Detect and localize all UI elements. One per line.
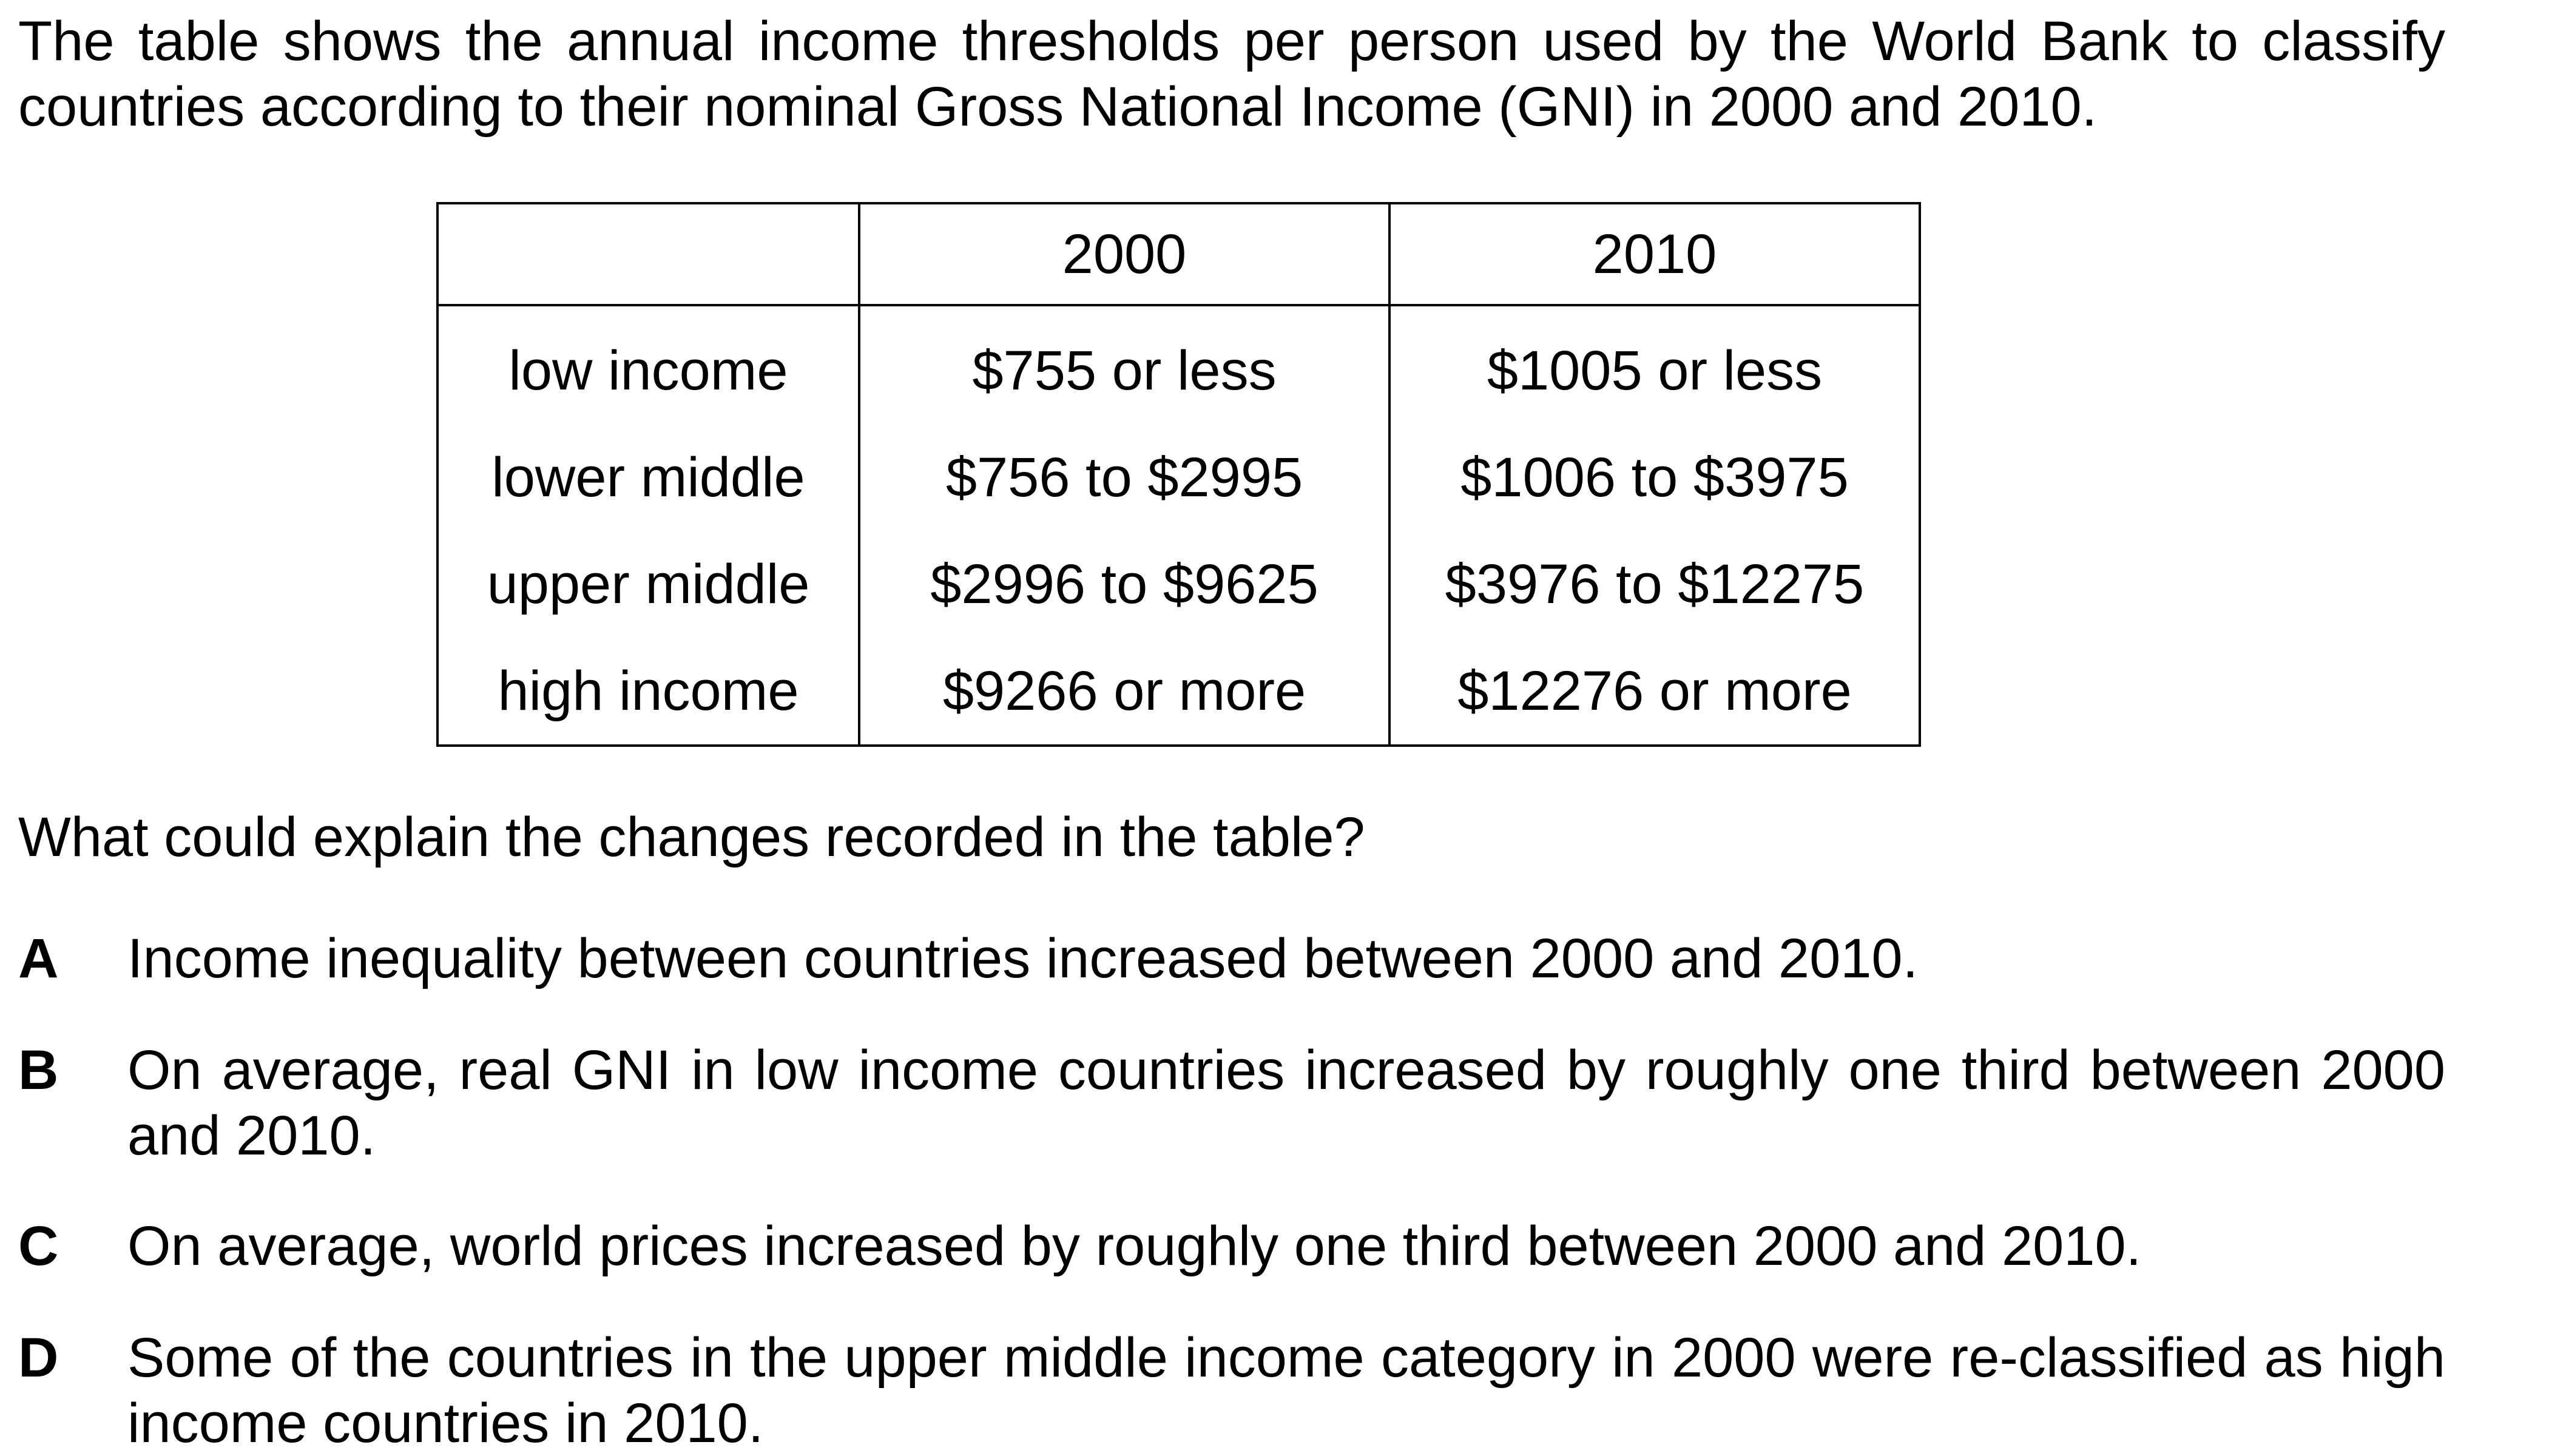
- option-text: Some of the countries in the upper middl…: [127, 1327, 2445, 1454]
- value-cell-2000: $755 or less: [858, 305, 1391, 424]
- option-letter: C: [18, 1215, 59, 1277]
- value-cell-2010: $12276 or more: [1388, 638, 1921, 747]
- value-cell-2010: $1006 to $3975: [1388, 424, 1921, 531]
- option-letter: A: [18, 928, 59, 989]
- option-text: Income inequality between countries incr…: [127, 928, 1919, 989]
- table-row: high income $9266 or more $12276 or more: [436, 638, 1921, 747]
- header-cell-category: [436, 202, 860, 306]
- table-row: lower middle $756 to $2995 $1006 to $397…: [436, 424, 1921, 531]
- option-a[interactable]: A Income inequality between countries in…: [18, 926, 2445, 991]
- category-cell: lower middle: [436, 424, 860, 531]
- header-cell-2000: 2000: [858, 202, 1391, 306]
- header-cell-2010: 2010: [1388, 202, 1921, 306]
- answer-options: A Income inequality between countries in…: [18, 926, 2445, 1456]
- option-letter: B: [18, 1039, 59, 1101]
- category-cell: upper middle: [436, 531, 860, 638]
- value-cell-2000: $756 to $2995: [858, 424, 1391, 531]
- option-text: On average, world prices increased by ro…: [127, 1215, 2142, 1277]
- category-cell: high income: [436, 638, 860, 747]
- question-text: What could explain the changes recorded …: [18, 806, 1365, 868]
- intro-line-2: countries according to their nominal Gro…: [18, 76, 2098, 138]
- category-cell: low income: [436, 305, 860, 424]
- table-header-row: 2000 2010: [436, 202, 1921, 306]
- value-cell-2000: $2996 to $9625: [858, 531, 1391, 638]
- value-cell-2000: $9266 or more: [858, 638, 1391, 747]
- intro-line-1: The table shows the annual income thresh…: [18, 10, 2445, 72]
- table-row: upper middle $2996 to $9625 $3976 to $12…: [436, 531, 1921, 638]
- income-thresholds-table: 2000 2010 low income $755 or less $1005 …: [436, 202, 1921, 747]
- option-text: On average, real GNI in low income count…: [127, 1039, 2445, 1167]
- value-cell-2010: $3976 to $12275: [1388, 531, 1921, 638]
- option-c[interactable]: C On average, world prices increased by …: [18, 1213, 2445, 1279]
- option-d[interactable]: D Some of the countries in the upper mid…: [18, 1325, 2445, 1456]
- table-row: low income $755 or less $1005 or less: [436, 305, 1921, 424]
- value-cell-2010: $1005 or less: [1388, 305, 1921, 424]
- option-letter: D: [18, 1327, 59, 1389]
- intro-paragraph: The table shows the annual income thresh…: [18, 8, 2445, 140]
- option-b[interactable]: B On average, real GNI in low income cou…: [18, 1037, 2445, 1168]
